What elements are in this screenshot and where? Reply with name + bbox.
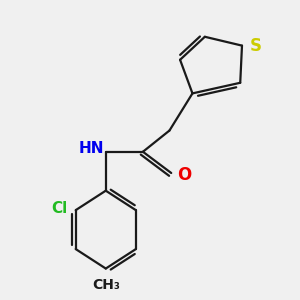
Text: HN: HN [79,141,104,156]
Text: CH₃: CH₃ [92,278,120,292]
Text: S: S [250,37,262,55]
Text: O: O [178,166,192,184]
Text: Cl: Cl [52,201,68,216]
